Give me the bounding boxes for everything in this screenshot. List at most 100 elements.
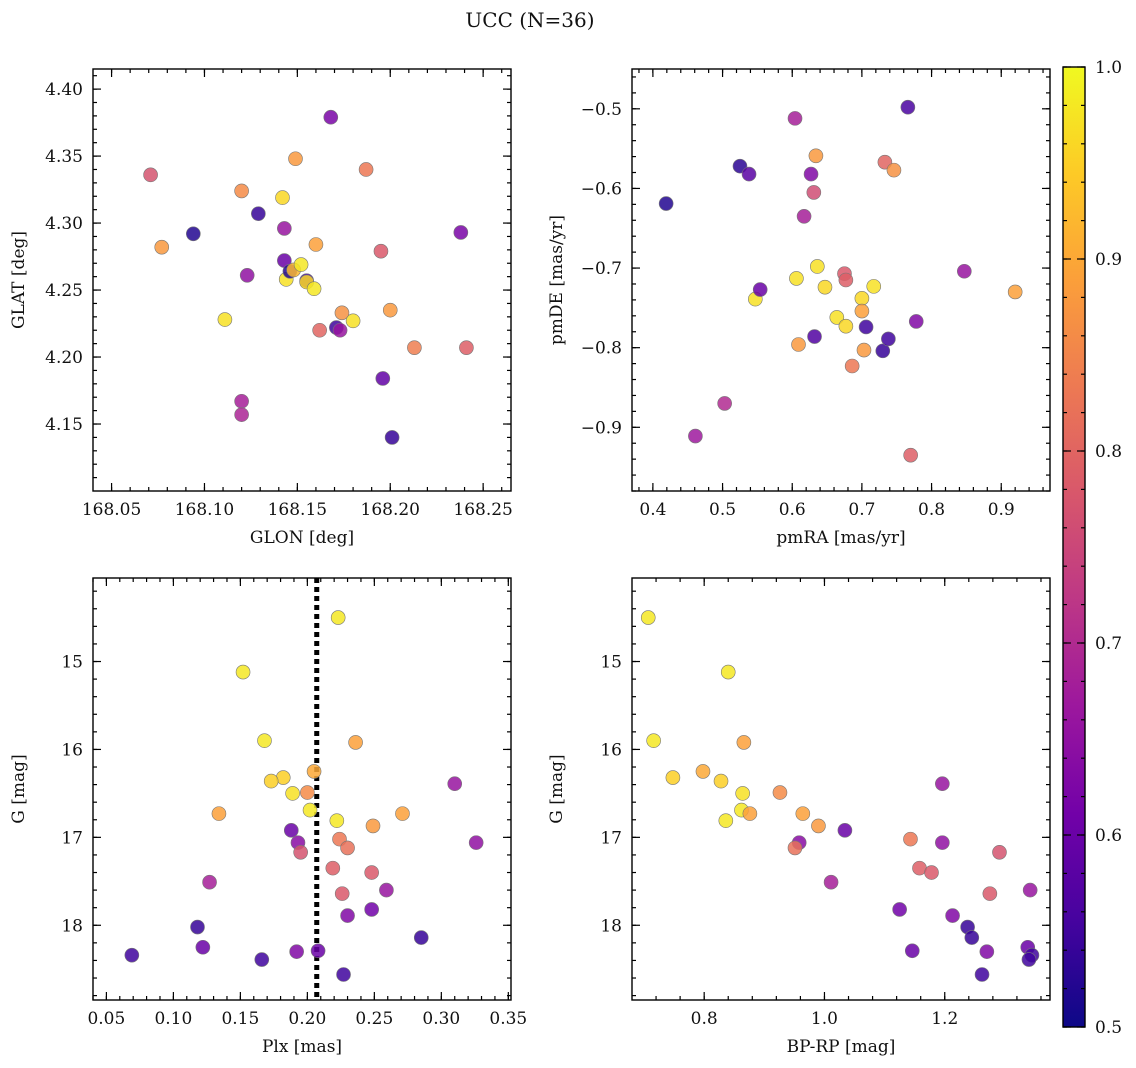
scatter-point (364, 902, 379, 917)
scatter-point (364, 865, 379, 880)
scatter-point (373, 243, 389, 259)
scatter-point (263, 773, 279, 789)
x-tick-label: 0.30 (422, 1009, 460, 1029)
scatter-point (892, 902, 907, 917)
scatter-point (312, 322, 327, 338)
y-tick-label: 18 (600, 916, 622, 936)
y-tick-label: −0.5 (581, 100, 622, 120)
scatter-point (789, 271, 804, 286)
scatter-point (379, 882, 394, 898)
y-tick-label: 17 (600, 828, 622, 848)
scatter-point (334, 305, 350, 321)
y-tick-label: −0.9 (581, 418, 622, 438)
scatter-point (453, 225, 469, 240)
x-tick-label: 168.15 (268, 500, 327, 520)
scatter-point (329, 813, 345, 828)
scatter-point (190, 919, 205, 935)
y-tick-label: −0.8 (581, 339, 622, 359)
plot-frame (631, 68, 1051, 492)
scatter-point (234, 393, 249, 409)
scatter-point (413, 930, 429, 945)
scatter-point (1007, 284, 1023, 300)
scatter-point (854, 303, 870, 319)
scatter-point (807, 329, 822, 344)
colorbar-tick-label: 0.7 (1095, 634, 1122, 654)
scatter-point (806, 185, 822, 200)
scatter-point (300, 785, 315, 800)
scatter-point (935, 835, 950, 850)
x-tick-label: 0.8 (918, 500, 945, 520)
colorbar-tick-label: 0.9 (1095, 250, 1122, 270)
scatter-point (856, 342, 872, 358)
scatter-point (640, 610, 656, 625)
scatter-point (718, 813, 734, 828)
scatter-point (285, 786, 300, 801)
x-tick-label: 0.9 (988, 500, 1015, 520)
scatter-point (468, 835, 484, 850)
scatter-point (293, 844, 308, 860)
scatter-point (345, 313, 361, 329)
scatter-point (234, 183, 249, 199)
scatter-point (293, 257, 309, 272)
scatter-point (908, 314, 924, 329)
scatter-point (288, 151, 303, 167)
y-axis-label: G [mag] (9, 754, 29, 823)
scatter-point (323, 109, 339, 125)
scatter-point (211, 806, 227, 821)
x-axis-label: GLON [deg] (250, 528, 354, 548)
colorbar-frame (1062, 66, 1086, 1028)
scatter-point (289, 944, 304, 959)
y-tick-label: 16 (61, 740, 83, 760)
scatter-point (336, 967, 351, 982)
x-axis-label: pmRA [mas/yr] (776, 528, 905, 548)
scatter-point (796, 209, 812, 224)
scatter-point (143, 167, 158, 183)
scatter-point (306, 764, 322, 779)
scatter-point (384, 430, 400, 445)
plot-frame (92, 577, 512, 1001)
y-tick-label: 18 (61, 916, 83, 936)
plot-frame (92, 68, 512, 492)
scatter-point (340, 840, 355, 856)
y-tick-label: 16 (600, 740, 622, 760)
scatter-point (742, 806, 758, 821)
x-axis-label: BP-RP [mag] (787, 1037, 896, 1057)
y-tick-label: 4.15 (45, 415, 83, 435)
scatter-point (459, 340, 474, 355)
scatter-point (979, 944, 995, 959)
scatter-point (935, 776, 950, 792)
x-tick-label: 0.10 (154, 1009, 192, 1029)
scatter-point (900, 99, 916, 115)
scatter-point (302, 802, 318, 818)
x-tick-label: 1.2 (931, 1009, 958, 1029)
scatter-point (964, 930, 980, 945)
x-tick-label: 1.0 (811, 1009, 838, 1029)
scatter-point (154, 239, 170, 255)
scatter-point (854, 291, 870, 306)
scatter-point (720, 664, 736, 680)
scatter-point (1021, 952, 1037, 967)
x-tick-label: 168.25 (453, 500, 512, 520)
scatter-point (365, 818, 381, 834)
scatter-point (202, 874, 217, 890)
x-tick-label: 0.20 (288, 1009, 326, 1029)
scatter-point (817, 279, 833, 295)
scatter-point (447, 776, 463, 792)
panel-1: 168.05 168.10 168.15 168.20 168.25 4.15 4.20 4.… (9, 68, 513, 548)
scatter-point (881, 331, 896, 347)
scatter-point (695, 764, 711, 779)
scatter-point (1022, 882, 1038, 898)
x-tick-label: 168.05 (82, 500, 141, 520)
scatter-point (239, 268, 255, 283)
panel-2: 0.4 0.5 0.6 0.7 0.8 0.9 −0.9 −0.8 −0.7 −0.6 −0.5 pm… (547, 68, 1051, 548)
y-tick-label: −0.6 (581, 179, 622, 199)
plot-frame (631, 577, 1051, 1001)
scatter-point (924, 865, 939, 880)
scatter-point (838, 272, 854, 288)
colorbar-tick-label: 1.0 (1095, 58, 1122, 78)
scatter-point (903, 447, 918, 463)
y-tick-label: 4.40 (45, 80, 83, 100)
x-tick-label: 0.05 (87, 1009, 125, 1029)
x-tick-label: 168.10 (175, 500, 234, 520)
